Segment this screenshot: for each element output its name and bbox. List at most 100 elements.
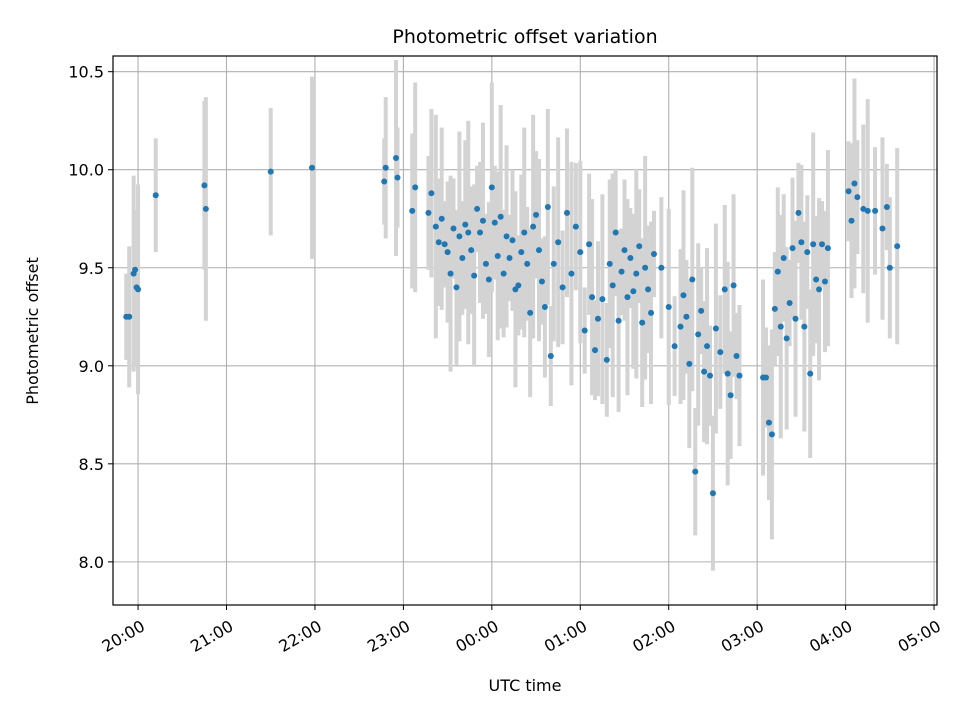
data-point bbox=[712, 325, 719, 332]
data-point bbox=[538, 278, 545, 285]
data-point bbox=[412, 184, 419, 191]
data-point bbox=[612, 229, 619, 236]
data-point bbox=[500, 270, 507, 277]
data-point bbox=[441, 241, 448, 248]
data-point bbox=[704, 343, 711, 350]
data-point bbox=[477, 229, 484, 236]
data-point bbox=[642, 264, 649, 271]
data-point bbox=[581, 327, 588, 334]
data-point bbox=[636, 243, 643, 250]
y-tick-label: 8.5 bbox=[79, 455, 104, 474]
data-point bbox=[394, 174, 401, 181]
data-point bbox=[606, 260, 613, 267]
data-point bbox=[577, 249, 584, 256]
data-point bbox=[544, 203, 551, 210]
data-point bbox=[848, 217, 855, 224]
data-point bbox=[768, 431, 775, 438]
data-point bbox=[530, 223, 537, 230]
y-tick-label: 9.0 bbox=[79, 357, 104, 376]
data-point bbox=[780, 254, 787, 261]
data-point bbox=[564, 209, 571, 216]
data-point bbox=[894, 243, 901, 250]
data-point bbox=[671, 343, 678, 350]
data-point bbox=[639, 319, 646, 326]
data-point bbox=[202, 205, 209, 212]
data-point bbox=[533, 211, 540, 218]
data-point bbox=[456, 233, 463, 240]
data-point bbox=[465, 229, 472, 236]
chart-title: Photometric offset variation bbox=[392, 26, 657, 48]
data-point bbox=[393, 154, 400, 161]
data-point bbox=[789, 245, 796, 252]
x-tick-label: 01:00 bbox=[541, 616, 590, 656]
data-point bbox=[883, 203, 890, 210]
data-point bbox=[851, 180, 858, 187]
data-point bbox=[471, 272, 478, 279]
data-point bbox=[879, 225, 886, 232]
data-point bbox=[777, 323, 784, 330]
data-point bbox=[621, 247, 628, 254]
data-point bbox=[798, 239, 805, 246]
data-point bbox=[509, 237, 516, 244]
data-point bbox=[680, 292, 687, 299]
data-point bbox=[816, 286, 823, 293]
data-point bbox=[586, 241, 593, 248]
data-point bbox=[807, 370, 814, 377]
data-point bbox=[468, 247, 475, 254]
data-point bbox=[786, 300, 793, 307]
data-point bbox=[515, 282, 522, 289]
data-point bbox=[845, 188, 852, 195]
data-point bbox=[650, 251, 657, 258]
x-tick-label: 05:00 bbox=[895, 616, 944, 656]
data-point bbox=[453, 284, 460, 291]
data-point bbox=[698, 307, 705, 314]
data-point bbox=[819, 241, 826, 248]
data-point bbox=[482, 260, 489, 267]
data-point bbox=[382, 164, 389, 171]
data-point bbox=[692, 468, 699, 475]
data-point bbox=[864, 207, 871, 214]
x-tick-label: 02:00 bbox=[629, 616, 678, 656]
data-point bbox=[603, 356, 610, 363]
data-point bbox=[783, 335, 790, 342]
data-point bbox=[527, 309, 534, 316]
data-point bbox=[771, 305, 778, 312]
x-tick-label: 03:00 bbox=[718, 616, 767, 656]
y-tick-label: 10.5 bbox=[68, 63, 104, 82]
data-point bbox=[435, 239, 442, 246]
data-points bbox=[123, 154, 901, 497]
data-point bbox=[308, 164, 315, 171]
data-point bbox=[886, 264, 893, 271]
data-point bbox=[541, 303, 548, 310]
data-point bbox=[624, 294, 631, 301]
x-axis-ticks: 20:00 21:00 22:00 23:00 00:00 01:00 02:00 03:00… bbox=[99, 605, 944, 656]
data-point bbox=[665, 303, 672, 310]
data-point bbox=[801, 323, 808, 330]
data-point bbox=[479, 217, 486, 224]
data-point bbox=[689, 276, 696, 283]
data-point bbox=[459, 254, 466, 261]
data-point bbox=[730, 282, 737, 289]
data-point bbox=[589, 294, 596, 301]
data-point bbox=[432, 223, 439, 230]
data-point bbox=[717, 349, 724, 356]
data-point bbox=[695, 331, 702, 338]
data-point bbox=[686, 360, 693, 367]
data-point bbox=[824, 245, 831, 252]
data-point bbox=[810, 241, 817, 248]
x-tick-label: 04:00 bbox=[806, 616, 855, 656]
data-point bbox=[854, 194, 861, 201]
data-point bbox=[727, 392, 734, 399]
data-point bbox=[135, 286, 142, 293]
data-point bbox=[765, 419, 772, 426]
data-point bbox=[547, 352, 554, 359]
data-point bbox=[683, 313, 690, 320]
data-point bbox=[709, 490, 716, 497]
error-bars bbox=[124, 59, 900, 571]
data-point bbox=[494, 252, 501, 259]
data-point bbox=[724, 370, 731, 377]
data-point bbox=[658, 264, 665, 271]
x-tick-label: 00:00 bbox=[452, 616, 501, 656]
data-point bbox=[645, 286, 652, 293]
